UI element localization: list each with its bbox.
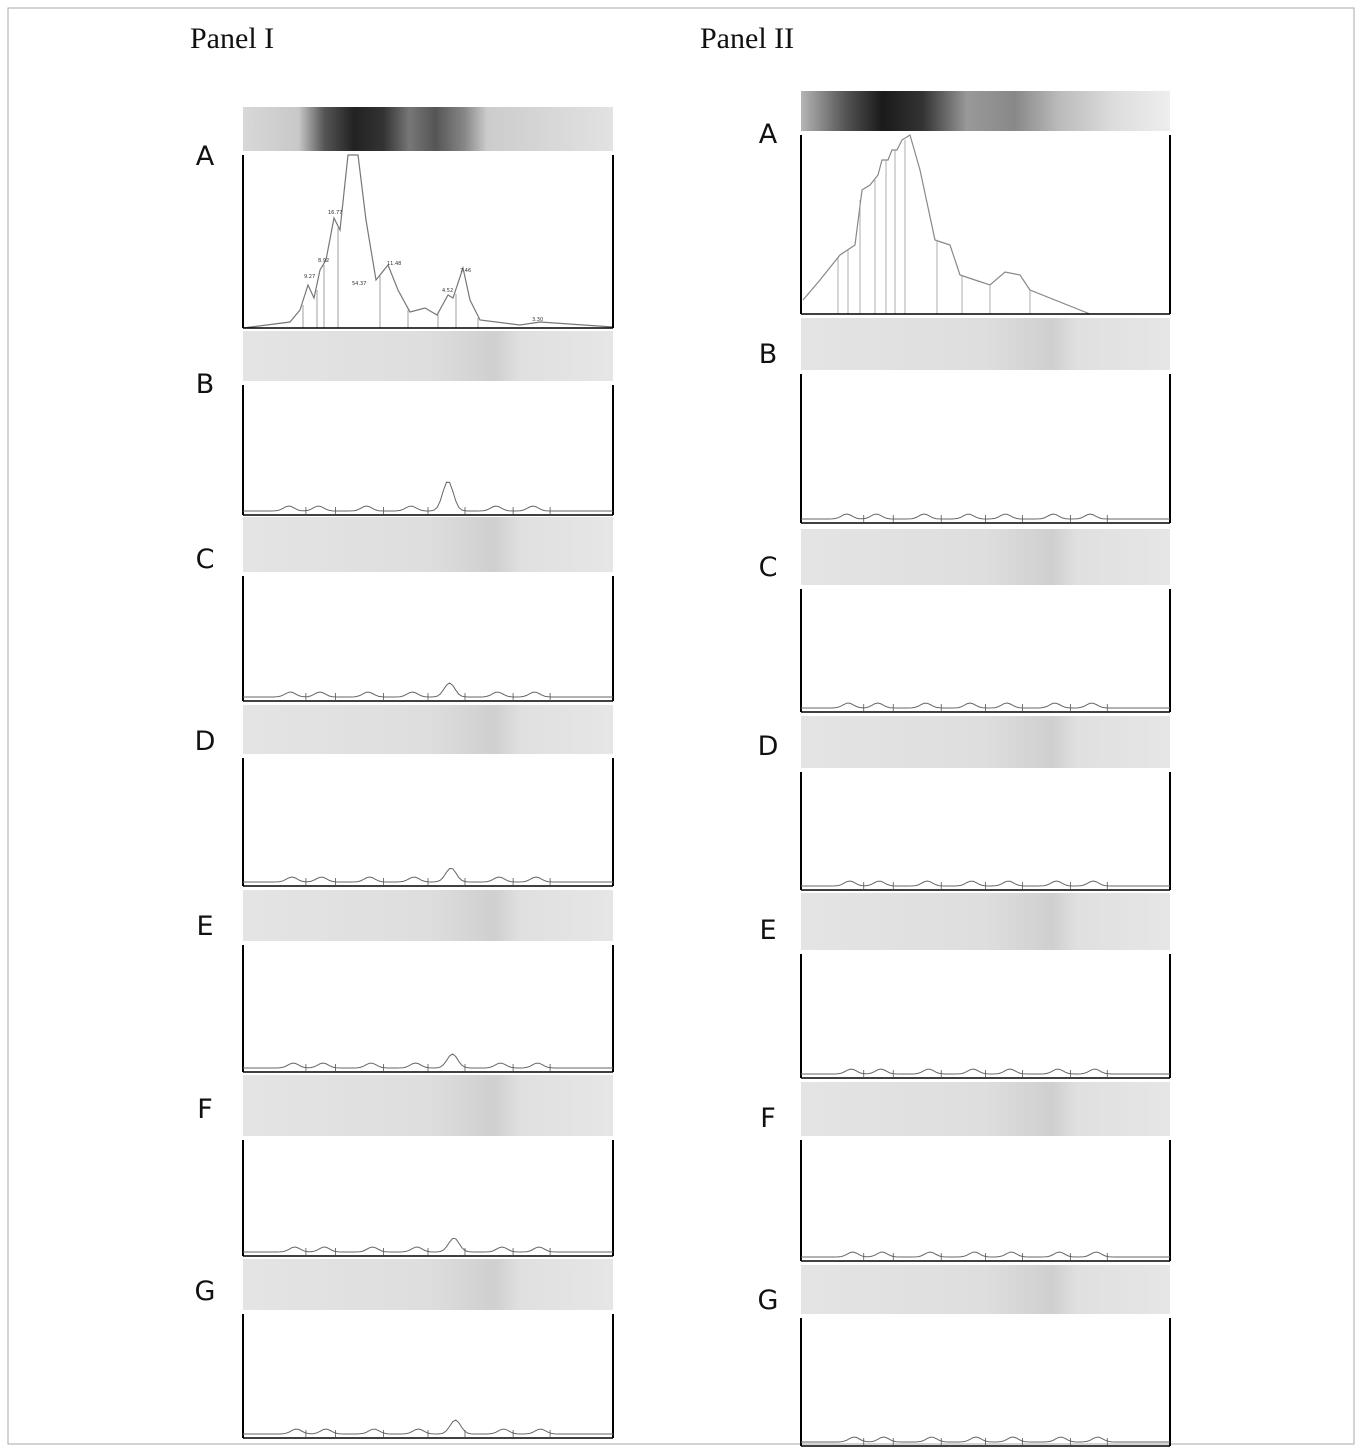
gel-strip xyxy=(243,517,613,572)
gel-strip xyxy=(801,91,1170,131)
peak-label: 8.92 xyxy=(318,258,329,264)
frame xyxy=(7,7,1355,1445)
gel-strip xyxy=(243,1075,613,1136)
trace-box xyxy=(242,1140,614,1257)
peak-label: 4.52 xyxy=(442,288,453,294)
lane-label: F xyxy=(197,1094,213,1125)
lane-label: D xyxy=(195,726,216,757)
lane-label: B xyxy=(759,339,778,370)
peak-labels: 9.27 8.92 16.77 54.37 11.48 4.52 7.46 3.… xyxy=(304,210,543,323)
lane-label: E xyxy=(196,911,213,942)
trace-box xyxy=(800,374,1171,524)
gel-strip xyxy=(801,1265,1170,1314)
lane-label: C xyxy=(196,544,215,575)
trace xyxy=(243,481,613,512)
peak-label: 3.30 xyxy=(532,317,543,323)
peak-label: 16.77 xyxy=(328,210,342,216)
peak-label: 9.27 xyxy=(304,274,315,280)
gel-strip xyxy=(243,107,613,151)
lane-label: C xyxy=(759,552,778,583)
peak-label: 11.48 xyxy=(387,261,401,267)
lane-label: D xyxy=(758,731,779,762)
trace-box xyxy=(242,155,614,329)
trace-box xyxy=(800,772,1171,891)
trace-box xyxy=(242,576,614,702)
gel-strip xyxy=(801,716,1170,768)
gel-strip xyxy=(243,705,613,754)
panel-title: Panel I xyxy=(190,22,274,55)
gel-strip xyxy=(243,331,613,381)
trace-box xyxy=(242,945,614,1073)
panel-title: Panel II xyxy=(700,22,794,55)
peak-dividers xyxy=(837,140,1031,314)
lane-label: A xyxy=(196,141,215,172)
trace-box xyxy=(800,954,1171,1079)
trace-box xyxy=(242,385,614,516)
trace-box xyxy=(800,135,1171,315)
lane-label: B xyxy=(196,369,215,400)
gel-strip xyxy=(801,318,1170,370)
lane-label: F xyxy=(760,1103,776,1134)
lane-label: E xyxy=(759,915,776,946)
trace xyxy=(802,134,1091,315)
trace-box xyxy=(800,1140,1171,1262)
trace-box xyxy=(242,758,614,887)
trace-box xyxy=(800,589,1171,713)
trace xyxy=(242,154,614,329)
peak-label: 7.46 xyxy=(460,268,471,274)
lane-label: G xyxy=(758,1285,779,1316)
gel-strip xyxy=(243,1259,613,1310)
gel-strip xyxy=(243,890,613,941)
gel-strip xyxy=(801,529,1170,585)
peak-label: 54.37 xyxy=(352,281,366,287)
lane-label: A xyxy=(759,119,778,150)
trace-box xyxy=(242,1314,614,1439)
peak-dividers xyxy=(302,228,479,328)
trace-box xyxy=(800,1318,1171,1447)
gel-strip xyxy=(801,1082,1170,1136)
gel-strip xyxy=(801,893,1170,950)
lane-label: G xyxy=(195,1276,216,1307)
